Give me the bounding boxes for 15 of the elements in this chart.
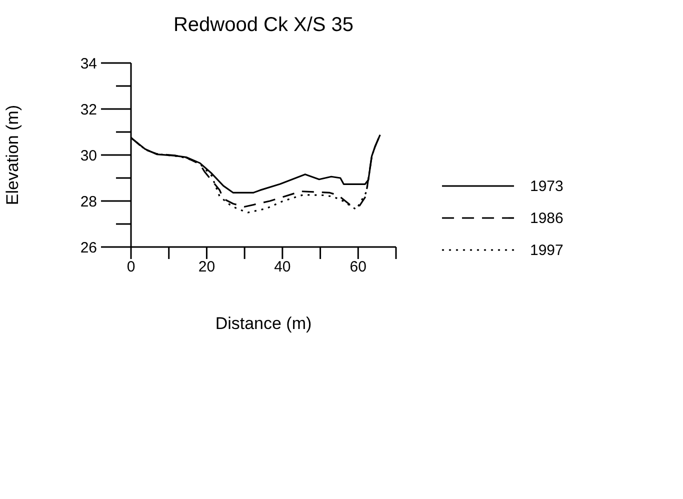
chart-title: Redwood Ck X/S 35 xyxy=(172,14,355,37)
x-tick-label: 0 xyxy=(126,258,136,276)
y-tick-label: 32 xyxy=(80,101,97,118)
legend-label: 1997 xyxy=(530,242,564,258)
x-axis-title: Distance (m) xyxy=(215,314,312,334)
y-axis-title: Elevation (m) xyxy=(3,104,22,206)
y-tick-label: 26 xyxy=(80,239,97,256)
x-tick-label: 20 xyxy=(198,258,216,276)
x-tick-label: 60 xyxy=(350,258,366,276)
legend-label: 1986 xyxy=(530,210,564,226)
legend-label: 1973 xyxy=(530,178,564,194)
y-tick-label: 28 xyxy=(80,193,97,210)
y-tick-label: 30 xyxy=(80,147,97,164)
x-tick-label: 40 xyxy=(274,258,291,276)
y-tick-label: 34 xyxy=(80,55,97,72)
